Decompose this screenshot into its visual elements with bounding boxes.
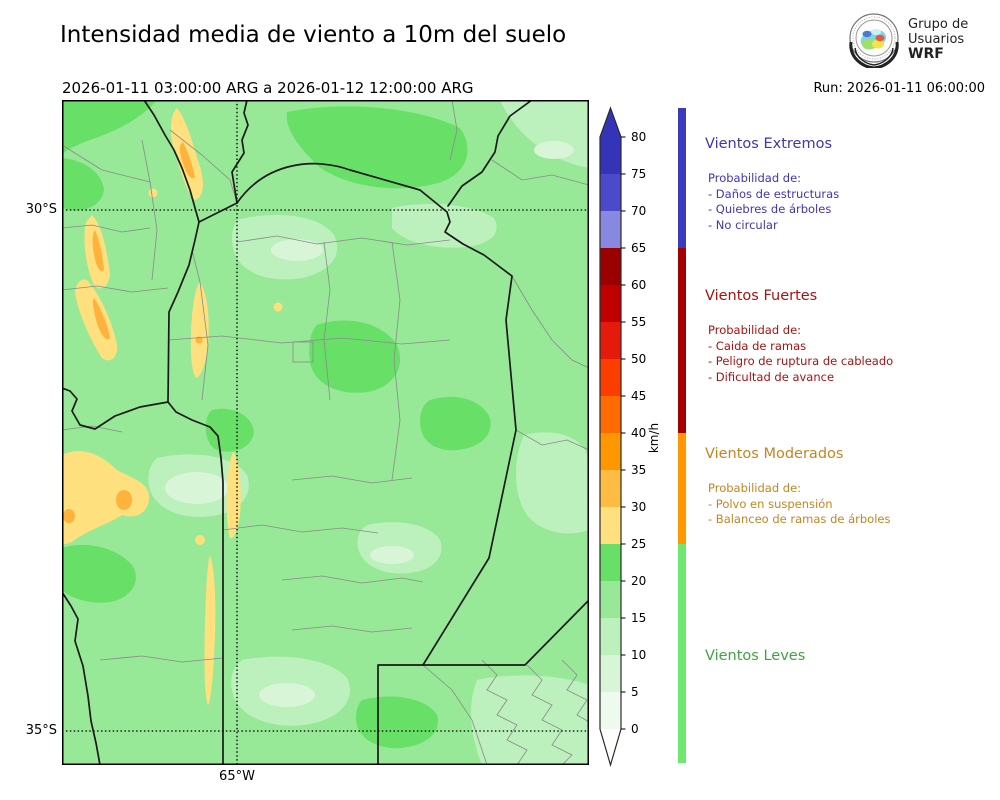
legend-body-extremos: Probabilidad de: - Daños de estructuras … <box>705 171 985 233</box>
accent-bar-segment <box>678 108 686 248</box>
svg-text:0: 0 <box>631 722 639 736</box>
wind-shading-dark-green <box>62 100 491 749</box>
legend-title-fuertes: Vientos Fuertes <box>705 288 818 304</box>
legend-item: - Caida de ramas <box>708 338 807 353</box>
legend-title-extremos: Vientos Extremos <box>705 136 833 152</box>
svg-text:40: 40 <box>631 426 646 440</box>
map-frame <box>62 100 589 765</box>
legend-item: - Dificultad de avance <box>708 369 835 384</box>
logo-weather-blob <box>860 29 887 50</box>
wind-intensity-map <box>62 100 589 765</box>
legend-section-leves: Vientos Leves <box>705 648 985 664</box>
svg-text:70: 70 <box>631 204 646 218</box>
legend-prob-header: Probabilidad de: <box>708 171 802 185</box>
logo-text-ring <box>852 16 896 60</box>
colorbar-ticks: 0 5 10 15 20 25 30 35 40 45 50 55 60 65 70 75 80 <box>621 130 646 736</box>
legend-item: - Polvo en suspensión <box>708 496 833 511</box>
lon-label-65w: 65°W <box>219 769 255 784</box>
legend-prob-header: Probabilidad de: <box>708 481 802 495</box>
legend-item: - Balanceo de ramas de árboles <box>708 512 891 526</box>
wind-shading-orange-cores <box>63 142 203 523</box>
legend-body-moderados: Probabilidad de: - Polvo en suspensión -… <box>705 481 990 528</box>
page-title: Intensidad media de viento a 10m del sue… <box>60 22 567 48</box>
svg-text:55: 55 <box>631 315 646 329</box>
legend-item: - No circular <box>708 217 778 232</box>
svg-text:80: 80 <box>631 130 646 144</box>
legend-title-leves: Vientos Leves <box>705 648 806 664</box>
legend-item: - Peligro de ruptura de cableado <box>708 354 894 368</box>
svg-text:45: 45 <box>631 389 646 403</box>
wrf-logo: Grupo de Usuarios WRF <box>846 10 968 68</box>
legend-section-extremos: Vientos Extremos Probabilidad de: - Daño… <box>705 136 985 233</box>
wrf-logo-seal <box>849 13 899 68</box>
svg-text:10: 10 <box>631 648 646 662</box>
logo-line2: Usuarios <box>908 31 965 47</box>
logo-text: Grupo de Usuarios WRF <box>908 17 968 62</box>
legend-item: - Quiebres de árboles <box>708 202 832 216</box>
legend-item: - Daños de estructuras <box>708 186 840 201</box>
legend-body-fuertes: Probabilidad de: - Caida de ramas - Peli… <box>705 323 985 385</box>
svg-text:35: 35 <box>631 463 646 477</box>
accent-bar-segment <box>678 248 686 433</box>
map-background <box>62 100 589 765</box>
colorbar: 0 5 10 15 20 25 30 35 40 45 50 55 60 65 70 75 80 km/h <box>599 106 661 768</box>
colorbar-scale <box>599 106 622 768</box>
logo-laurel-arcs <box>849 41 899 68</box>
colorbar-unit-label: km/h <box>647 423 661 453</box>
graticule-lines <box>62 100 589 765</box>
wind-shading-light-green <box>148 100 589 765</box>
accent-bar-segment <box>678 544 686 763</box>
legend-title-moderados: Vientos Moderados <box>705 446 844 462</box>
department-borders <box>62 100 589 765</box>
accent-bar-segment <box>678 433 686 544</box>
logo-line3: WRF <box>908 45 944 62</box>
svg-text:15: 15 <box>631 611 646 625</box>
svg-text:5: 5 <box>631 685 639 699</box>
svg-text:65: 65 <box>631 241 646 255</box>
forecast-period: 2026-01-11 03:00:00 ARG a 2026-01-12 12:… <box>62 79 474 97</box>
legend-section-moderados: Vientos Moderados Probabilidad de: - Pol… <box>705 446 990 528</box>
lat-label-30s: 30°S <box>25 202 57 217</box>
legend-section-fuertes: Vientos Fuertes Probabilidad de: - Caida… <box>705 288 985 385</box>
svg-text:30: 30 <box>631 500 646 514</box>
svg-text:50: 50 <box>631 352 646 366</box>
province-borders <box>62 100 589 765</box>
svg-text:75: 75 <box>631 167 646 181</box>
svg-text:20: 20 <box>631 574 646 588</box>
svg-text:25: 25 <box>631 537 646 551</box>
lat-label-35s: 35°S <box>25 723 57 738</box>
model-run-timestamp: Run: 2026-01-11 06:00:00 <box>813 81 985 96</box>
legend-prob-header: Probabilidad de: <box>708 323 802 337</box>
svg-text:60: 60 <box>631 278 646 292</box>
logo-line1: Grupo de <box>908 16 969 32</box>
